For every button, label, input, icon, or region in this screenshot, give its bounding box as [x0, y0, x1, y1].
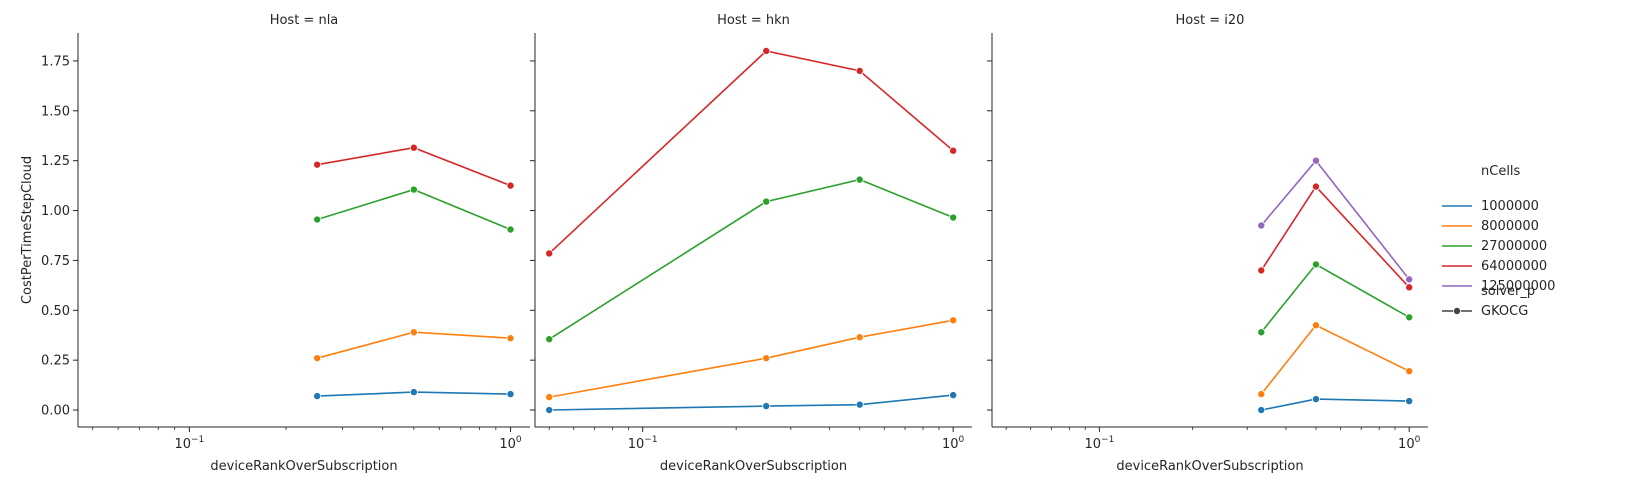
x-tick-label: 100 [499, 435, 522, 452]
data-point [313, 215, 322, 224]
legend-title-style: solver_p [1481, 284, 1535, 299]
y-tick-label: 1.75 [41, 54, 70, 69]
data-point [409, 143, 418, 152]
data-point [1311, 395, 1320, 404]
legend-label-1000000: 1000000 [1481, 199, 1539, 214]
data-point [1257, 390, 1266, 399]
data-point [1405, 367, 1414, 376]
data-point [545, 249, 554, 258]
data-point [313, 354, 322, 363]
legend-label-125000000: 125000000 [1481, 279, 1555, 294]
panel-title: Host = i20 [1176, 13, 1245, 28]
series-line-64000000 [317, 146, 511, 187]
data-point [506, 390, 515, 399]
series-line-1000000 [549, 394, 954, 411]
data-point [506, 225, 515, 234]
series-line-1000000 [1261, 398, 1410, 411]
series-line-8000000 [549, 319, 954, 398]
data-point [506, 334, 515, 343]
x-tick-label: 100 [942, 435, 965, 452]
y-tick-label: 1.25 [41, 154, 70, 169]
data-point [409, 185, 418, 194]
data-point [1405, 275, 1414, 284]
data-point [545, 406, 554, 415]
legend-style-label: GKOCG [1481, 304, 1528, 319]
data-point [762, 197, 771, 206]
y-tick-label: 0.00 [41, 404, 70, 419]
y-tick-label: 0.25 [41, 354, 70, 369]
panel-title: Host = hkn [717, 13, 790, 28]
y-axis-label: CostPerTimeStepCloud [20, 156, 35, 304]
data-point [1405, 283, 1414, 292]
y-tick-label: 1.00 [41, 204, 70, 219]
data-point [313, 392, 322, 401]
data-point [545, 393, 554, 402]
data-point [762, 46, 771, 55]
data-point [409, 388, 418, 397]
series-line-8000000 [1260, 324, 1410, 395]
x-tick-label: 100 [1398, 435, 1421, 452]
panel-1: Host = nla 0.00 0.25 0.50 0.75 1.00 1.25 1.50 1.… [41, 13, 530, 474]
data-point [545, 335, 554, 344]
data-point [1311, 321, 1320, 330]
y-tick-label: 0.75 [41, 254, 70, 269]
series-line-64000000 [548, 50, 954, 254]
legend-title-hue: nCells [1481, 164, 1521, 179]
legend-label-64000000: 64000000 [1481, 259, 1547, 274]
x-tick-label: 10−1 [174, 435, 204, 452]
data-point [1311, 156, 1320, 165]
data-point [313, 160, 322, 169]
legend-label-27000000: 27000000 [1481, 239, 1547, 254]
data-point [409, 328, 418, 337]
data-point [762, 402, 771, 411]
data-point [949, 391, 958, 400]
data-point [949, 316, 958, 325]
legend: nCells 1000000 8000000 27000000 64000000 1250… [1442, 164, 1555, 319]
y-tick-label: 1.50 [41, 104, 70, 119]
data-point [855, 66, 864, 75]
x-axis-label: deviceRankOverSubscription [1116, 459, 1303, 474]
data-point [1405, 397, 1414, 406]
data-point [1257, 221, 1266, 230]
y-tick-label: 0.50 [41, 304, 70, 319]
data-point [506, 181, 515, 190]
data-point [949, 213, 958, 222]
x-tick-label: 10−1 [628, 435, 658, 452]
data-point [1311, 182, 1320, 191]
data-point [762, 354, 771, 363]
data-point [1257, 328, 1266, 337]
legend-style-marker [1453, 306, 1462, 315]
series-line-27000000 [548, 178, 954, 340]
series-line-64000000 [1260, 185, 1410, 288]
data-point [949, 146, 958, 155]
data-point [1257, 266, 1266, 275]
series-line-27000000 [1260, 263, 1410, 333]
data-point [855, 333, 864, 342]
x-tick-label: 10−1 [1085, 435, 1115, 452]
data-point [1405, 313, 1414, 322]
data-point [855, 400, 864, 409]
x-axis-label: deviceRankOverSubscription [660, 459, 847, 474]
data-point [1311, 260, 1320, 269]
series-line-27000000 [316, 188, 511, 231]
legend-label-8000000: 8000000 [1481, 219, 1539, 234]
panel-2: Host = hkn 10−1 100 deviceRankOverSubscript… [530, 13, 972, 474]
series-line-125000000 [1260, 159, 1410, 280]
panel-3: Host = i20 10−1 100 deviceRankOverSubscript… [987, 13, 1428, 474]
data-point [1257, 406, 1266, 415]
panel-title: Host = nla [270, 13, 339, 28]
x-axis-label: deviceRankOverSubscription [210, 459, 397, 474]
data-point [855, 175, 864, 184]
